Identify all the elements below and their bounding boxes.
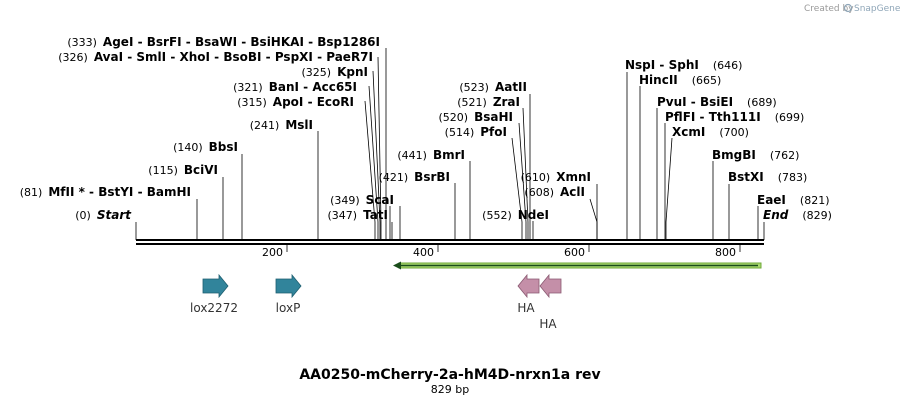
- scale-label-600: 600: [564, 246, 585, 259]
- scale-label-200: 200: [262, 246, 283, 259]
- site-label-610: (610) XmnI: [521, 170, 591, 184]
- site-label-347: (347) TatI: [327, 208, 388, 222]
- feature-label-ha-2: HA: [539, 317, 557, 331]
- feature-label-loxp: loxP: [276, 301, 301, 315]
- site-label-241: (241) MslI: [250, 118, 313, 132]
- site-label-646: NspI - SphI (646): [625, 58, 742, 72]
- snapgene-logo-icon: [843, 3, 853, 13]
- site-line-521: [522, 107, 529, 240]
- site-label-349: (349) ScaI: [330, 193, 394, 207]
- map-length: 829 bp: [431, 383, 469, 396]
- site-lines: [135, 48, 765, 240]
- credit-brand: SnapGene: [854, 4, 901, 14]
- site-label-520: (520) BsaHI: [439, 110, 514, 124]
- credit-prefix: Created by: [804, 4, 854, 14]
- feature-label-ha-1: HA: [517, 301, 535, 315]
- site-label-665: HincII (665): [639, 73, 721, 87]
- site-line-514: [511, 137, 523, 240]
- site-label-523: (523) AatII: [459, 80, 527, 94]
- site-label-315: (315) ApoI - EcoRI: [237, 95, 354, 109]
- site-label-end: End (829): [763, 208, 832, 222]
- map-title: AA0250-mCherry-2a-hM4D-nrxn1a rev: [299, 367, 600, 383]
- site-label-689: PvuI - BsiEI (689): [657, 95, 777, 109]
- site-label-514: (514) PfoI: [445, 125, 507, 139]
- features: lox2272 loxP HA HA: [190, 261, 762, 331]
- site-label-start: (0) Start: [75, 208, 132, 222]
- scale-label-800: 800: [715, 246, 736, 259]
- scale-ticks: 200 400 600 800: [262, 245, 741, 259]
- scale-label-400: 400: [413, 246, 434, 259]
- site-line-520: [518, 122, 527, 240]
- site-line-315: [364, 100, 376, 240]
- site-label-552: (552) NdeI: [482, 208, 549, 222]
- site-label-521: (521) ZraI: [457, 95, 520, 109]
- feature-green-reverse[interactable]: [393, 261, 762, 270]
- site-line-325: [372, 70, 381, 240]
- site-label-783: BstXI (783): [728, 170, 807, 184]
- site-label-699: PflFI - Tth111I (699): [665, 110, 804, 124]
- feature-label-lox2272: lox2272: [190, 301, 238, 315]
- site-label-115: (115) BciVI: [148, 163, 218, 177]
- feature-ha-1[interactable]: [517, 273, 540, 299]
- site-label-762: BmgBI (762): [712, 148, 799, 162]
- site-label-441: (441) BmrI: [397, 148, 465, 162]
- site-label-325: (325) KpnI: [302, 65, 369, 79]
- site-label-326: (326) AvaI - SmlI - XhoI - BsoBI - PspXI …: [58, 50, 373, 64]
- site-label-608: (608) AclI: [524, 185, 585, 199]
- sequence-backbone: [136, 239, 764, 245]
- site-line-608: [589, 198, 598, 240]
- site-label-333: (333) AgeI - BsrFI - BsaWI - BsiHKAI - Bs…: [67, 35, 380, 49]
- site-labels: (333) AgeI - BsrFI - BsaWI - BsiHKAI - Bs…: [20, 35, 591, 222]
- site-labels-right: NspI - SphI (646) HincII (665) PvuI - BsiE…: [625, 58, 832, 222]
- site-label-81: (81) MfII * - BstYI - BamHI: [20, 185, 191, 199]
- site-label-821: EaeI (821): [757, 193, 830, 207]
- site-label-321: (321) BanI - Acc65I: [233, 80, 357, 94]
- site-line-700: [665, 137, 673, 240]
- feature-ha-2[interactable]: [539, 273, 562, 299]
- feature-lox2272[interactable]: [202, 273, 229, 299]
- site-label-421: (421) BsrBI: [379, 170, 450, 184]
- site-label-700: XcmI (700): [672, 125, 749, 139]
- site-label-140: (140) BbsI: [173, 140, 238, 154]
- site-line-326: [377, 56, 382, 240]
- site-line-321: [368, 85, 379, 240]
- feature-loxp[interactable]: [275, 273, 302, 299]
